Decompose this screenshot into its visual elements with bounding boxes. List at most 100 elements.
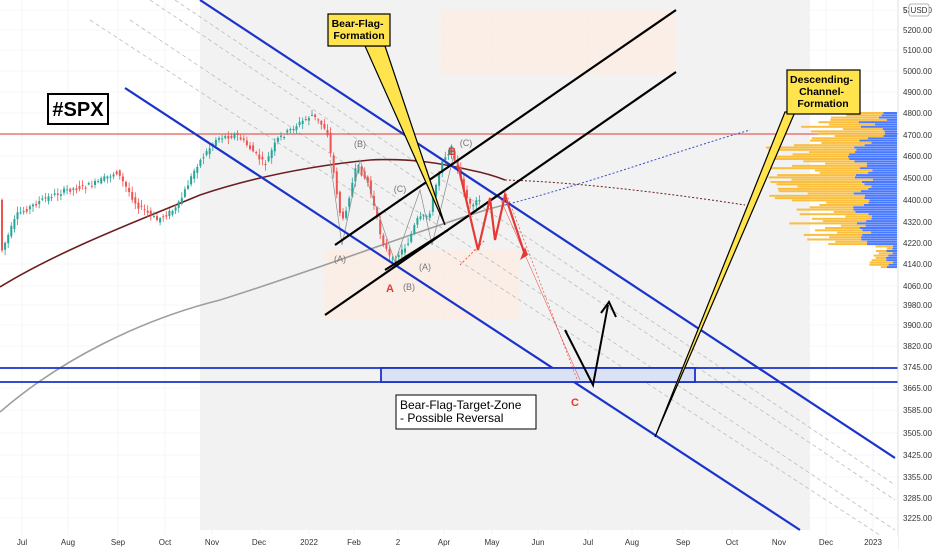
- volume-profile-bar-down: [853, 208, 897, 211]
- candle-body: [16, 212, 19, 220]
- candle-body: [292, 128, 295, 130]
- candle-body: [385, 244, 388, 249]
- volume-profile-bar-down: [860, 125, 897, 128]
- candle-body: [180, 197, 183, 204]
- volume-profile-bar-down: [871, 231, 897, 234]
- candle-body: [419, 216, 422, 219]
- candle-body: [270, 150, 273, 158]
- volume-profile-bar-down: [847, 155, 897, 158]
- volume-profile-bar-down: [878, 116, 897, 119]
- candle-body: [320, 120, 323, 125]
- volume-profile-bar-down: [864, 144, 897, 147]
- candle-body: [441, 161, 444, 173]
- candle-body: [286, 130, 289, 133]
- target-zone: [0, 367, 932, 383]
- volume-profile-bar-up: [774, 197, 865, 200]
- volume-profile-bar-down: [861, 236, 897, 239]
- candle-body: [332, 155, 335, 173]
- candle-body: [72, 188, 75, 190]
- title-box: #SPX: [47, 93, 109, 125]
- candle-body: [317, 119, 320, 121]
- time-tick-label: 2022: [300, 538, 318, 547]
- time-tick-label: Aug: [625, 538, 639, 547]
- flag-background-shading: [323, 250, 520, 320]
- time-tick-label: Feb: [347, 538, 361, 547]
- volume-profile-bar-up: [871, 259, 887, 262]
- candle-body: [168, 210, 171, 217]
- candle-body: [354, 168, 357, 182]
- short-ma-extension: [504, 179, 746, 206]
- volume-profile-bar-up: [789, 222, 857, 225]
- candle-body: [53, 193, 56, 195]
- candle-body: [1, 199, 3, 251]
- volume-profile-bar-up: [825, 227, 860, 229]
- volume-profile-bar-up: [825, 162, 867, 165]
- candle-body: [56, 193, 59, 196]
- volume-profile-bar-down: [866, 164, 897, 167]
- volume-profile-bar-up: [766, 146, 855, 149]
- candle-body: [7, 234, 10, 244]
- volume-profile-bar-up: [817, 132, 885, 135]
- candle-body: [59, 194, 62, 196]
- price-tick-label: 3285.00: [903, 494, 932, 503]
- volume-profile-bar-up: [835, 240, 868, 243]
- candle-body: [69, 188, 72, 192]
- price-tick-label: 3505.00: [903, 429, 932, 438]
- volume-profile-bar-up: [770, 181, 862, 183]
- volume-profile-bar-up: [846, 114, 882, 117]
- candle-body: [242, 138, 245, 141]
- volume-profile-bar-up: [769, 155, 848, 158]
- projection-reversal: [564, 300, 617, 389]
- volume-profile-bar-down: [854, 146, 897, 149]
- volume-profile-bar-down: [854, 176, 897, 179]
- volume-profile-bar-up: [875, 250, 887, 252]
- candle-body: [249, 145, 251, 149]
- candle-body: [112, 174, 115, 177]
- volume-profile-bar-down: [853, 206, 897, 209]
- candle-body: [360, 166, 363, 176]
- candle-body: [236, 132, 239, 135]
- candle-body: [438, 172, 441, 186]
- bear-flag-label: Bear-Flag- Formation: [332, 18, 387, 42]
- candle-body: [84, 187, 87, 189]
- candle-body: [35, 203, 38, 206]
- target-zone-box: Bear-Flag-Target-Zone - Possible Reversa…: [395, 394, 537, 430]
- price-tick-label: 4900.00: [903, 88, 932, 97]
- price-tick-label: 4320.00: [903, 218, 932, 227]
- volume-profile-bar-up: [792, 153, 850, 156]
- candle-body: [159, 218, 162, 223]
- price-tick-label: 4140.00: [903, 260, 932, 269]
- volume-profile-bar-up: [799, 213, 869, 216]
- time-axis: Jul Aug Sep Oct Nov Dec 2022 Feb 2 Apr May Jun Jul Au…: [17, 538, 883, 547]
- volume-profile-bar-down: [866, 243, 897, 246]
- volume-profile-bar-up: [769, 194, 865, 197]
- volume-profile-bar-down: [893, 261, 897, 264]
- volume-profile-bar-down: [849, 158, 897, 160]
- volume-profile-bar-up: [768, 158, 850, 160]
- candle-body: [379, 219, 382, 235]
- candle-body: [103, 176, 106, 181]
- volume-profile-bar-up: [828, 123, 875, 126]
- time-tick-label: Jun: [532, 538, 545, 547]
- candle-body: [140, 205, 143, 207]
- candle-body: [109, 176, 112, 178]
- candle-body: [323, 124, 326, 129]
- candle-body: [118, 170, 121, 176]
- candle-body: [388, 249, 391, 256]
- volume-profile-bar-up: [768, 176, 855, 179]
- candle-body: [255, 152, 258, 154]
- candle-body: [208, 148, 211, 155]
- candle-body: [245, 140, 248, 146]
- volume-profile-bar-down: [859, 139, 897, 142]
- candle-body: [143, 209, 146, 211]
- volume-profile-bar-down: [868, 201, 897, 204]
- wave-label-red: B: [448, 146, 456, 158]
- time-tick-label: Jul: [17, 538, 27, 547]
- volume-profile-bar-up: [768, 148, 857, 151]
- candle-body: [149, 210, 152, 215]
- volume-profile-bar-up: [778, 190, 861, 193]
- candle-body: [295, 126, 298, 130]
- time-tick-label: Apr: [438, 538, 451, 547]
- candle-body: [304, 119, 307, 121]
- candle-body: [258, 154, 261, 160]
